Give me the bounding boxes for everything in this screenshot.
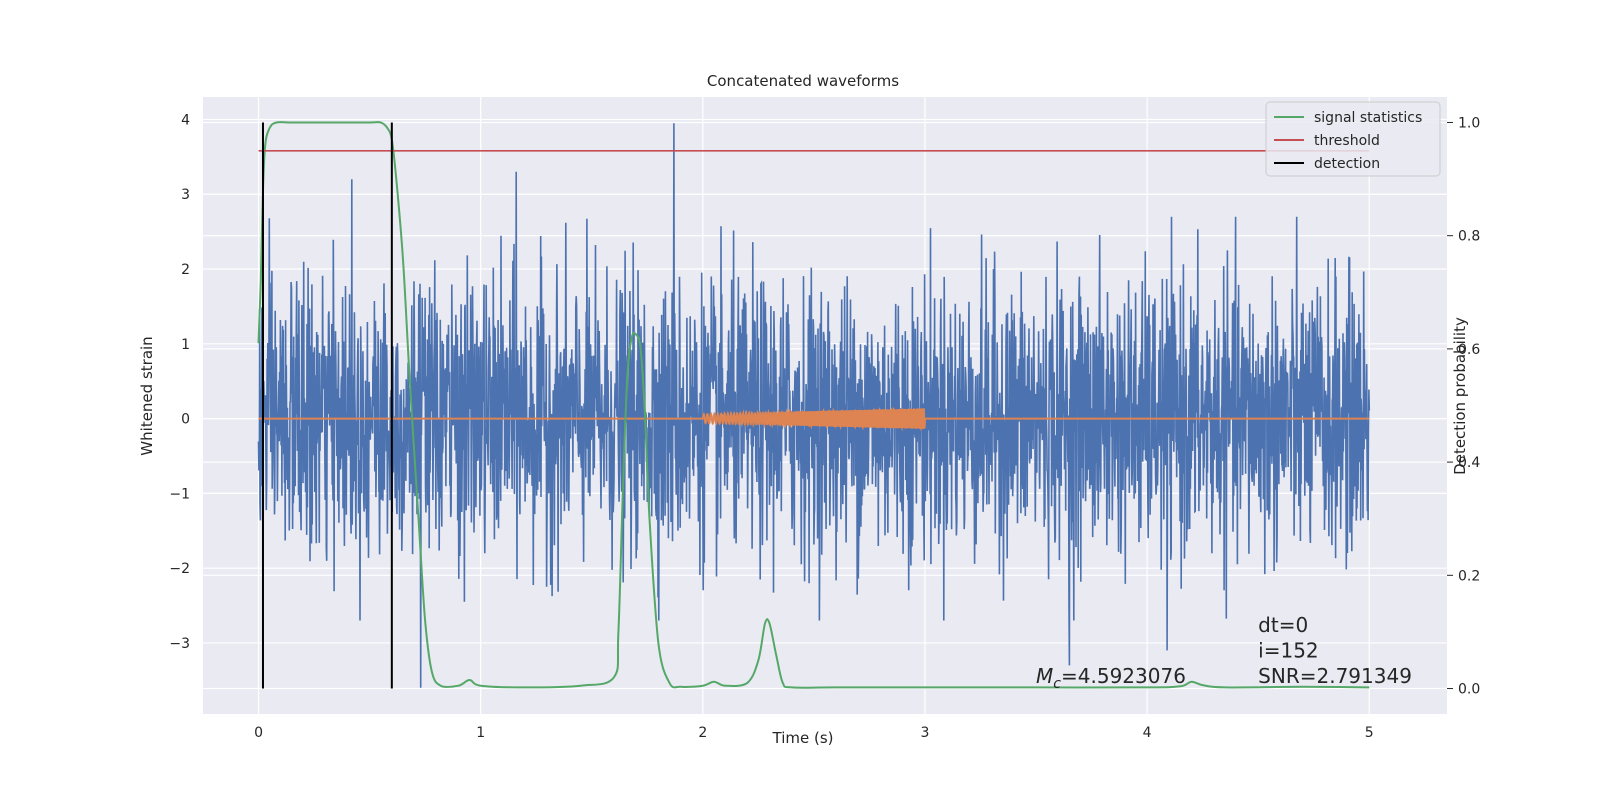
legend: signal statistics threshold detection: [1265, 101, 1441, 177]
x-ticks: 0 1 2 3 4 5: [254, 725, 1374, 741]
annotation-mc-symbol: M: [1036, 664, 1053, 688]
y-axis-label: Whitened strain: [138, 336, 156, 455]
signal-statistics-line: [257, 121, 1370, 689]
detection-series: [261, 122, 393, 689]
x-axis-label: Time (s): [772, 729, 834, 747]
annotation-snr: SNR=2.791349: [1258, 664, 1412, 688]
y-tick-label-2: 2: [181, 262, 190, 278]
annotation-dt: dt=0: [1258, 613, 1308, 637]
x-tick-label-4: 4: [1143, 725, 1152, 741]
y-tick-label-0: 4: [181, 112, 190, 128]
legend-label-threshold: threshold: [1314, 133, 1380, 149]
signal-statistics-series: [257, 121, 1370, 689]
y2-tick-label-0: 1.0: [1458, 115, 1480, 131]
x-tick-label-0: 0: [254, 725, 263, 741]
x-tick-label-3: 3: [921, 725, 930, 741]
y2-tick-label-4: 0.2: [1458, 568, 1480, 584]
y-tick-label-6: −2: [169, 561, 190, 577]
y2-ticks: 1.0 0.8 0.6 0.4 0.2 0.0: [1447, 115, 1480, 698]
y2-tick-label-2: 0.6: [1458, 342, 1480, 358]
y2-tick-label-3: 0.4: [1458, 455, 1480, 471]
x-tick-label-1: 1: [476, 725, 485, 741]
noise-line: [257, 123, 1371, 688]
waveform-chirp-line: [701, 406, 926, 432]
y2-tick-label-5: 0.0: [1458, 682, 1480, 698]
y2-tick-label-1: 0.8: [1458, 229, 1480, 245]
annotation-chirp-mass: Mc=4.5923076: [1036, 664, 1186, 692]
waveform-series: [258, 406, 1370, 432]
annotations: dt=0 i=152 SNR=2.791349 Mc=4.5923076: [1036, 613, 1412, 692]
y-tick-label-4: 0: [181, 412, 190, 428]
legend-label-detection: detection: [1314, 156, 1380, 172]
y-tick-label-5: −1: [169, 486, 190, 502]
y-tick-label-7: −3: [169, 636, 190, 652]
x-tick-label-2: 2: [698, 725, 707, 741]
legend-label-signal-statistics: signal statistics: [1314, 110, 1422, 126]
annotation-mc-subscript: c: [1053, 676, 1061, 692]
annotation-mc-value: =4.5923076: [1061, 664, 1186, 688]
noise-series: [257, 123, 1371, 688]
annotation-i: i=152: [1258, 638, 1319, 662]
y-tick-label-1: 3: [181, 187, 190, 203]
y-tick-label-3: 1: [181, 337, 190, 353]
chart-title: Concatenated waveforms: [707, 72, 899, 90]
y2-axis-label: Detection probability: [1451, 317, 1469, 475]
y-ticks: 4 3 2 1 0 −1 −2 −3: [169, 112, 190, 652]
x-tick-label-5: 5: [1365, 725, 1374, 741]
legend-box: [1265, 101, 1441, 177]
